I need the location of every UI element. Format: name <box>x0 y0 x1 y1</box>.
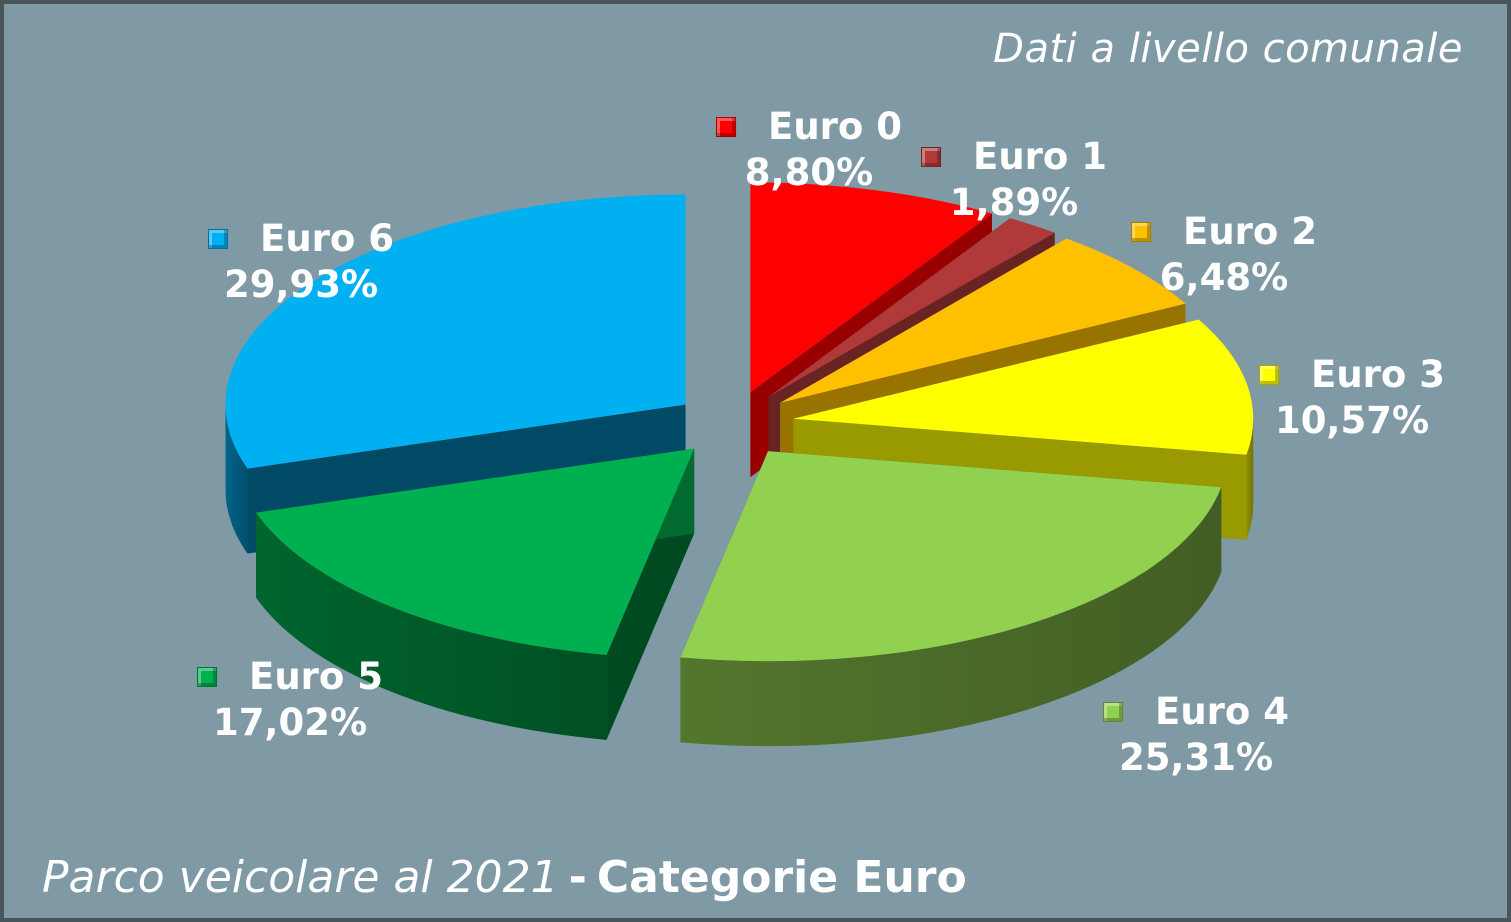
value-label: 10,57% <box>1274 399 1430 442</box>
label-euro-4: Euro 4 25,31% <box>1103 689 1289 781</box>
value-label: 1,89% <box>949 181 1079 224</box>
legend-entry: Euro 4 <box>1103 689 1289 735</box>
category-label: Euro 3 <box>1311 353 1445 396</box>
slice-top-face <box>680 451 1222 662</box>
pie-slice-euro-5 <box>256 448 695 740</box>
label-euro-6: Euro 6 29,93% <box>208 216 394 308</box>
legend-entry: Euro 6 <box>208 216 394 262</box>
category-label: Euro 0 <box>768 105 902 148</box>
legend-swatch-icon <box>1259 365 1280 385</box>
category-label: Euro 6 <box>260 217 394 260</box>
slice-top-face <box>793 319 1254 455</box>
slice-top-face <box>780 238 1186 403</box>
slice-wall-shading <box>256 512 607 740</box>
category-label: Euro 1 <box>973 135 1107 178</box>
label-euro-5: Euro 5 17,02% <box>197 654 383 746</box>
pie-chart <box>225 182 1254 747</box>
slice-top-face <box>256 448 695 655</box>
value-label: 25,31% <box>1118 736 1274 779</box>
legend-swatch-icon <box>1131 222 1152 242</box>
label-euro-0: Euro 0 8,80% <box>716 104 902 196</box>
value-label: 6,48% <box>1159 256 1289 299</box>
value-label: 8,80% <box>744 151 874 194</box>
value-label: 29,93% <box>223 263 379 306</box>
slice-top-face <box>768 218 1055 397</box>
legend-entry: Euro 0 <box>716 104 902 150</box>
legend-entry: Euro 3 <box>1259 352 1445 398</box>
slice-wall-shading <box>1246 418 1254 540</box>
slice-top-face <box>225 194 686 469</box>
label-euro-2: Euro 2 6,48% <box>1131 209 1317 301</box>
chart-title: Parco veicolare al 2021- Categorie Euro <box>42 852 967 903</box>
legend-swatch-icon <box>716 117 737 137</box>
legend-swatch-icon <box>921 147 942 167</box>
slice-top-face <box>750 182 992 393</box>
legend-swatch-icon <box>208 229 229 249</box>
pie-slice-euro-4 <box>680 451 1222 747</box>
category-label: Euro 4 <box>1155 690 1289 733</box>
category-label: Euro 5 <box>249 655 383 698</box>
slice-wall-shading <box>225 404 248 554</box>
category-label: Euro 2 <box>1183 210 1317 253</box>
label-euro-1: Euro 1 1,89% <box>921 134 1107 226</box>
legend-entry: Euro 2 <box>1131 209 1317 255</box>
value-label: 17,02% <box>212 701 368 744</box>
chart-subtitle: Dati a livello comunale <box>993 26 1463 72</box>
legend-entry: Euro 1 <box>921 134 1107 180</box>
chart-title-bold: Categorie Euro <box>596 852 967 903</box>
chart-title-separator: - <box>568 852 587 903</box>
legend-swatch-icon <box>197 667 218 687</box>
legend-entry: Euro 5 <box>197 654 383 700</box>
label-euro-3: Euro 3 10,57% <box>1259 352 1445 444</box>
legend-swatch-icon <box>1103 702 1124 722</box>
slice-wall-shading <box>680 487 1222 747</box>
chart-title-italic: Parco veicolare al 2021 <box>42 852 559 903</box>
